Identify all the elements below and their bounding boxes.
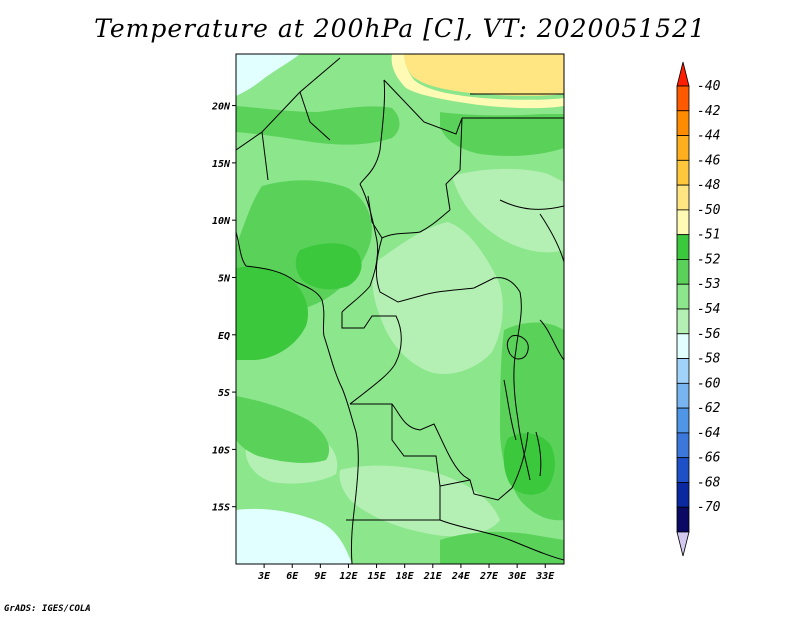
temperature-field — [236, 54, 564, 564]
colorbar-label: -64 — [697, 426, 720, 441]
x-tick-label: 24E — [451, 571, 471, 582]
field-dark-nigeria — [295, 243, 362, 290]
field-dark-southeast — [503, 433, 555, 495]
x-tick-label: 27E — [479, 571, 499, 582]
colorbar-label: -68 — [697, 475, 721, 490]
colorbar-label: -70 — [697, 500, 721, 515]
y-tick-label: 20N — [211, 102, 231, 113]
map-frame — [235, 53, 565, 565]
colorbar: -40 -42 -44 -46 -48 -50 -51 -52 -53 -54 -56 -58 -60 -… — [676, 61, 721, 557]
border-drc-west — [341, 312, 402, 405]
colorbar-swatch — [676, 159, 690, 186]
colorbar-swatch — [676, 110, 690, 136]
lake-tanganyika — [503, 379, 517, 441]
colorbar-swatch — [676, 259, 690, 285]
colorbar-top-arrow — [676, 61, 690, 87]
field-pale-yellow — [391, 54, 564, 109]
lake-malawi — [535, 431, 542, 477]
colorbar-label: -44 — [697, 129, 720, 144]
colorbar-label: -48 — [697, 178, 721, 193]
field-light-central — [372, 222, 503, 374]
colorbar-bottom-arrow — [676, 531, 690, 557]
lake-victoria — [506, 335, 529, 360]
colorbar-swatch — [676, 308, 690, 335]
colorbar-label: -51 — [697, 228, 720, 243]
y-tick-label: 5N — [218, 273, 231, 284]
y-tick-label: 15N — [212, 159, 231, 170]
y-tick-label: 10S — [212, 445, 230, 456]
border-chad-south — [367, 195, 451, 239]
colorbar-swatch — [676, 333, 690, 359]
y-tick-label: EQ — [218, 331, 230, 342]
colorbar-swatch — [676, 382, 690, 409]
colorbar-swatch — [676, 482, 690, 508]
colorbar-swatch — [676, 184, 690, 211]
field-light-northeast — [452, 168, 564, 253]
field-cyan-sw — [236, 508, 352, 564]
colorbar-swatch — [676, 135, 690, 161]
y-tick-label: 15S — [212, 503, 230, 514]
border-car — [375, 237, 521, 303]
border-southern — [346, 479, 564, 561]
border-east-coast — [539, 213, 564, 361]
colorbar-label: -46 — [697, 153, 721, 168]
colorbar-label: -40 — [697, 79, 721, 94]
colorbar-swatch — [676, 283, 690, 310]
border-east-lakes — [513, 291, 531, 481]
border-sudan — [462, 93, 564, 210]
colorbar-swatch — [676, 358, 690, 384]
x-tick-label: 9E — [314, 571, 327, 582]
x-tick-label: 33E — [535, 571, 555, 582]
country-borders — [236, 57, 564, 564]
y-axis-ticks: 20N 15N 10N 5N EQ 5S 10S 15S — [211, 102, 236, 514]
colorbar-label: -58 — [697, 352, 721, 367]
colorbar-label: -52 — [697, 252, 721, 267]
y-tick-label: 10N — [212, 216, 231, 227]
border-sahara-west — [236, 57, 341, 181]
x-tick-label: 30E — [507, 571, 527, 582]
border-angola-zambia — [391, 404, 441, 487]
colorbar-swatch — [676, 506, 690, 533]
field-mid-northeast — [440, 112, 564, 156]
border-coastline-west — [236, 231, 359, 564]
grads-credit: GrADS: IGES/COLA — [4, 604, 91, 614]
field-mid-southwest — [236, 396, 330, 463]
colorbar-swatch — [676, 234, 690, 260]
colorbar-swatch — [676, 457, 690, 483]
x-tick-label: 21E — [423, 571, 443, 582]
field-yellow — [404, 54, 564, 96]
x-tick-label: 6E — [286, 571, 299, 582]
colorbar-label: -54 — [697, 302, 720, 317]
colorbar-swatch — [676, 432, 690, 459]
colorbar-label: -50 — [697, 203, 721, 218]
colorbar-label: -56 — [697, 327, 721, 342]
colorbar-label: -62 — [697, 401, 721, 416]
colorbar-label: -60 — [697, 376, 721, 391]
x-tick-label: 18E — [396, 571, 415, 582]
x-tick-label: 12E — [339, 571, 358, 582]
x-tick-label: 3E — [257, 571, 271, 582]
field-cyan-nw — [236, 54, 300, 96]
colorbar-label: -53 — [697, 277, 720, 292]
colorbar-label: -66 — [697, 451, 721, 466]
field-light-south — [339, 465, 500, 537]
border-drc-south — [350, 403, 529, 501]
x-axis-ticks: 3E 6E 9E 12E 15E 18E 21E 24E 27E 30E 33E — [257, 564, 555, 582]
colorbar-swatch — [676, 209, 690, 236]
map-title: Temperature at 200hPa [C], VT: 202005152… — [94, 14, 706, 43]
border-cameroon — [341, 183, 379, 313]
colorbar-label: -42 — [697, 104, 721, 119]
field-mid-southeast — [440, 531, 564, 564]
colorbar-swatch — [676, 407, 690, 434]
x-tick-label: 15E — [368, 571, 387, 582]
colorbar-swatch — [676, 85, 690, 112]
y-tick-label: 5S — [218, 388, 230, 399]
field-dark-gulf — [236, 266, 309, 360]
